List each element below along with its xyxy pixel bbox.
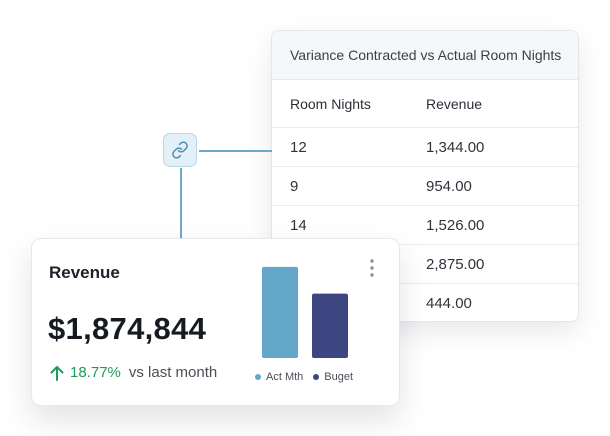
cell-room-nights: 12 — [290, 138, 307, 156]
revenue-bar-chart — [262, 266, 348, 358]
column-header-room-nights: Room Nights — [290, 95, 371, 112]
table-header-row: Room Nights Revenue — [272, 80, 578, 128]
legend-label-budget: Buget — [324, 371, 354, 383]
legend-swatch-act-mth — [255, 374, 261, 380]
table-row: 14 1,526.00 — [272, 206, 578, 245]
link-icon — [172, 141, 188, 159]
connector-line-vertical — [180, 168, 182, 240]
link-button[interactable] — [163, 133, 197, 167]
cell-revenue: 2,875.00 — [426, 255, 485, 273]
legend-label-act-mth: Act Mth — [266, 371, 304, 383]
table-row: 9 954.00 — [272, 167, 578, 206]
legend-item-budget: Buget — [313, 371, 353, 383]
table-row: 12 1,344.00 — [272, 128, 578, 167]
table-title: Variance Contracted vs Actual Room Night… — [272, 31, 578, 80]
column-header-revenue: Revenue — [426, 95, 483, 112]
cell-room-nights: 9 — [290, 177, 299, 195]
more-vertical-icon — [370, 259, 374, 277]
revenue-amount: $1,874,844 — [48, 311, 207, 346]
cell-room-nights: 14 — [290, 216, 307, 234]
revenue-change: 18.77% vs last month — [50, 364, 217, 381]
cell-revenue: 954.00 — [426, 177, 472, 195]
bar-act-mth — [262, 266, 298, 358]
chart-legend: Act Mth Buget — [255, 371, 363, 383]
legend-item-act-mth: Act Mth — [255, 371, 303, 383]
arrow-up-icon — [50, 365, 64, 381]
cell-revenue: 444.00 — [426, 295, 472, 312]
revenue-card: Revenue $1,874,844 18.77% vs last month — [31, 238, 400, 406]
bar-buget — [312, 293, 348, 358]
more-options-button[interactable] — [364, 257, 380, 279]
table-row: 444.00 — [272, 284, 578, 321]
connector-line-horizontal — [199, 150, 272, 152]
table-row: 2,875.00 — [272, 245, 578, 284]
cell-revenue: 1,526.00 — [426, 216, 485, 234]
cell-revenue: 1,344.00 — [426, 138, 485, 156]
legend-swatch-budget — [313, 374, 320, 380]
revenue-title: Revenue — [49, 263, 120, 282]
change-label: vs last month — [128, 364, 218, 381]
change-percent: 18.77% — [70, 364, 121, 381]
